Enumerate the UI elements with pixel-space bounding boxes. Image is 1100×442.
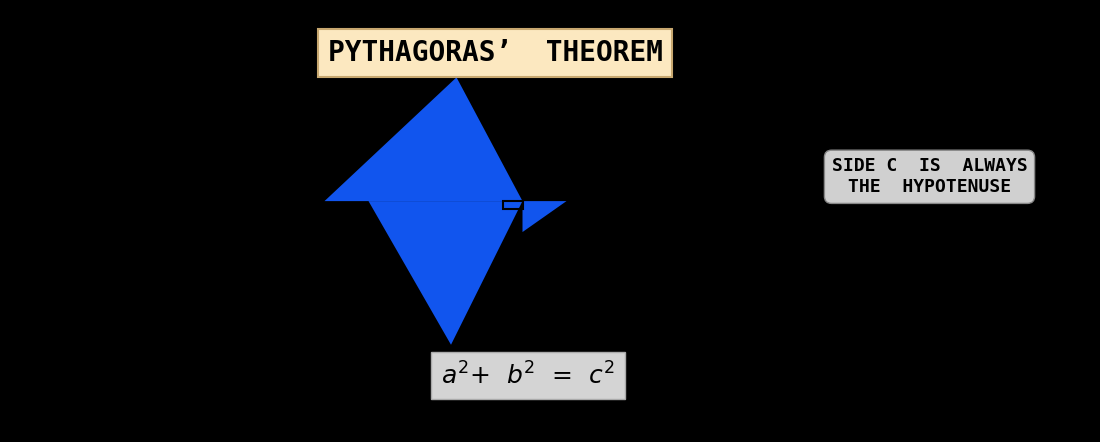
Text: PYTHAGORAS’  THEOREM: PYTHAGORAS’ THEOREM — [328, 39, 662, 67]
Polygon shape — [368, 201, 522, 345]
Text: $\mathit{a}^2$+  $\mathit{b}^2$  =  $\mathit{c}^2$: $\mathit{a}^2$+ $\mathit{b}^2$ = $\mathi… — [441, 362, 615, 389]
Polygon shape — [324, 77, 522, 201]
Polygon shape — [522, 201, 566, 232]
Text: SIDE C  IS  ALWAYS
THE  HYPOTENUSE: SIDE C IS ALWAYS THE HYPOTENUSE — [832, 157, 1027, 196]
